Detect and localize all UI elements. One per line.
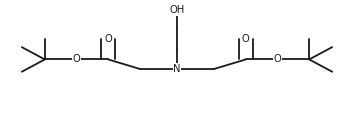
Text: N: N bbox=[173, 64, 181, 74]
Text: O: O bbox=[104, 34, 112, 44]
Text: OH: OH bbox=[169, 5, 185, 15]
Text: O: O bbox=[274, 54, 281, 64]
Text: O: O bbox=[73, 54, 80, 64]
Text: O: O bbox=[242, 34, 250, 44]
